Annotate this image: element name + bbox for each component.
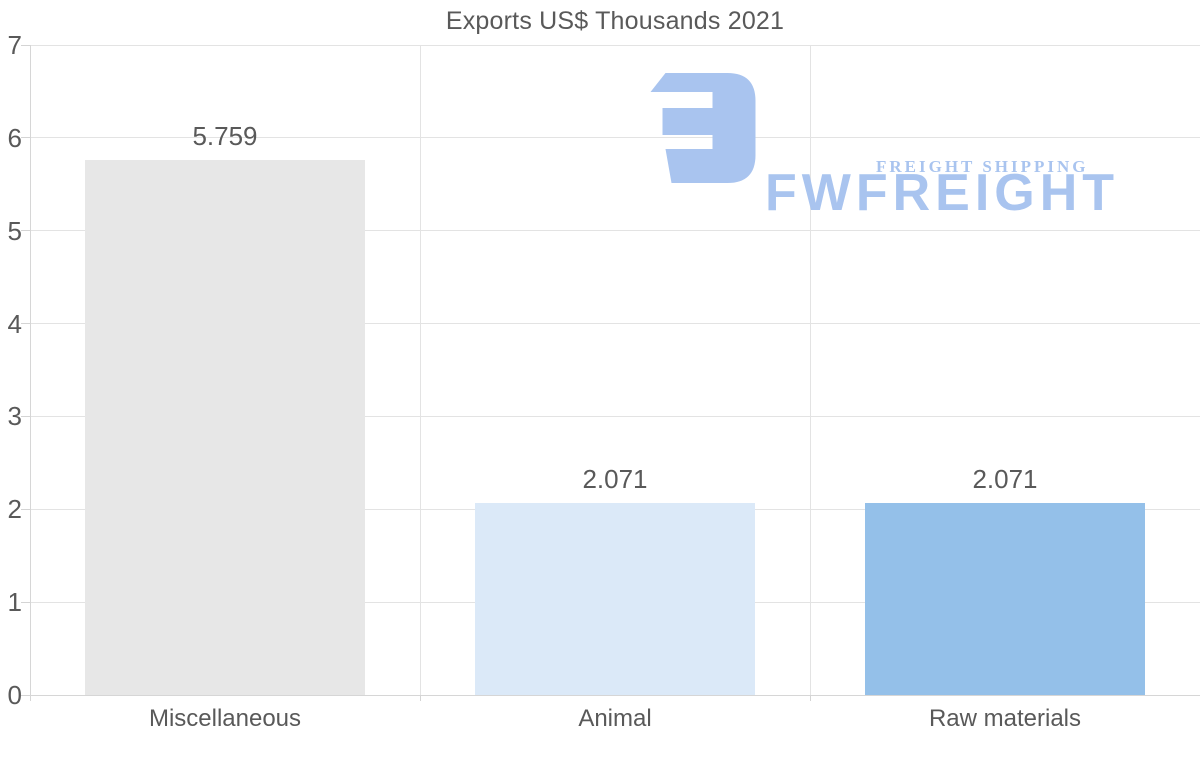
y-tick-label: 7 [7,30,22,60]
x-category-label: Raw materials [928,705,1082,732]
y-tick-mark [21,508,30,510]
x-category-label: Miscellaneous [148,705,302,732]
gridline-h [30,230,1200,232]
fwfreight-logo-icon [650,73,756,183]
y-tick-mark [21,230,30,232]
y-tick-label: 6 [7,122,22,153]
gridline-v [809,45,811,695]
bar-miscellaneous [85,160,365,695]
y-tick-mark [21,323,30,325]
brand-name: FWFREIGHT [765,164,1120,222]
gridline-h [30,323,1200,325]
y-tick-label: 5 [7,215,22,246]
chart-title: Exports US$ Thousands 2021 [445,7,785,35]
brand-tagline: FREIGHT SHIPPING [876,157,1089,176]
gridline-h [30,137,1200,139]
y-tick-mark [21,415,30,417]
x-tick-mark [809,695,811,701]
bar-raw-materials [865,503,1145,695]
y-tick-mark [21,137,30,139]
gridline-h [30,44,1200,46]
y-axis-line [29,45,31,701]
bar-value-label: 5.759 [192,121,258,151]
y-tick-mark [21,694,30,696]
y-tick-mark [21,601,30,603]
y-tick-label: 3 [7,401,22,432]
x-category-label: Animal [578,705,652,732]
y-tick-label: 0 [7,680,22,710]
bar-value-label: 2.071 [582,464,648,494]
y-tick-mark [21,44,30,46]
y-tick-label: 4 [7,308,22,339]
x-tick-mark [419,695,421,701]
y-tick-label: 2 [7,494,22,525]
gridline-h [30,415,1200,417]
y-tick-label: 1 [7,587,22,618]
gridline-v [419,45,421,695]
brand-watermark: FWFREIGHT FREIGHT SHIPPING [650,73,1150,219]
bar-animal [475,503,755,695]
bar-value-label: 2.071 [972,464,1038,494]
gridline-h [30,694,1200,696]
